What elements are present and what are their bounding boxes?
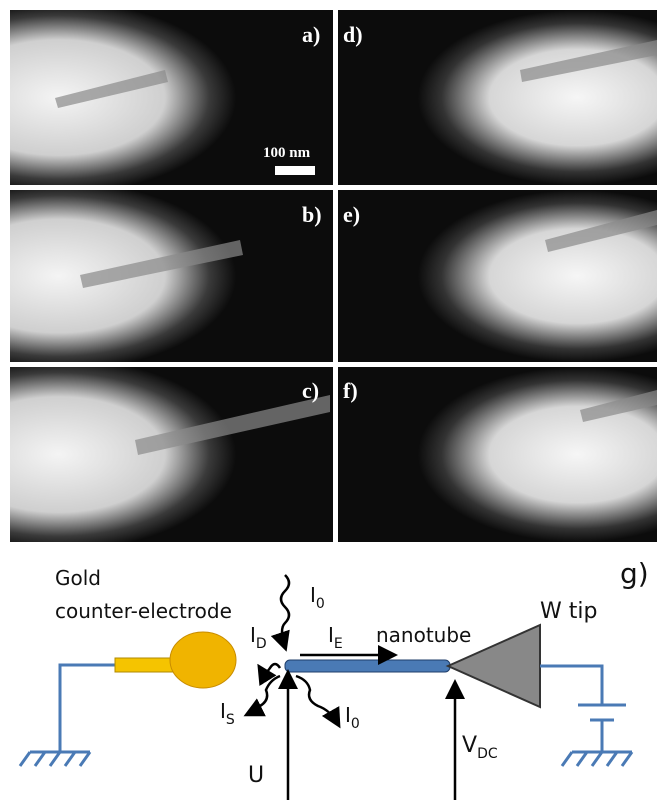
tip-label: W tip bbox=[540, 599, 597, 624]
nanotube-label: nanotube bbox=[376, 623, 471, 647]
panel-label: f) bbox=[343, 378, 358, 403]
wire bbox=[540, 666, 602, 705]
subscript: 0 bbox=[316, 596, 325, 612]
current-label: IE bbox=[328, 623, 343, 652]
panel-label: d) bbox=[343, 22, 363, 47]
current-label: ID bbox=[250, 623, 267, 652]
current-label: I0 bbox=[310, 583, 325, 612]
subscript: D bbox=[256, 636, 267, 652]
scale-bar-label: 100 nm bbox=[263, 145, 311, 161]
subscript: E bbox=[334, 636, 343, 652]
scale-bar bbox=[275, 166, 315, 175]
gold-rod bbox=[115, 658, 175, 672]
panel-image bbox=[10, 190, 333, 362]
voltage-label: U bbox=[248, 763, 264, 788]
wavy-arrow bbox=[260, 664, 280, 672]
subscript: 0 bbox=[351, 716, 360, 732]
battery bbox=[578, 705, 626, 752]
schematic: g) Gold counter-electrode W tip nanotube… bbox=[20, 557, 649, 800]
wavy-arrow bbox=[281, 575, 289, 647]
subscript: DC bbox=[477, 746, 498, 762]
figure: a) b) c) d) e) f) 100 nm g) Gold counter… bbox=[0, 0, 657, 802]
wire bbox=[60, 665, 115, 752]
current-label: IS bbox=[220, 699, 235, 728]
voltage-label: VDC bbox=[462, 733, 498, 762]
panel-label: a) bbox=[302, 22, 320, 47]
electrode-label: Gold bbox=[55, 566, 101, 590]
wavy-arrow bbox=[248, 676, 280, 714]
panel-image bbox=[338, 190, 657, 362]
panel-label: b) bbox=[302, 202, 322, 227]
current-label: I0 bbox=[345, 703, 360, 732]
panel-label: e) bbox=[343, 202, 360, 227]
ground bbox=[20, 752, 90, 766]
gold-ball bbox=[170, 632, 236, 688]
panel-image bbox=[338, 367, 657, 542]
panel-image bbox=[10, 367, 333, 542]
subscript: S bbox=[226, 712, 235, 728]
wavy-arrow bbox=[296, 676, 338, 724]
panel-label: c) bbox=[302, 378, 319, 403]
micrographs: a) b) c) d) e) f) 100 nm bbox=[10, 10, 657, 542]
nanotube bbox=[285, 660, 450, 672]
electrode-label: counter-electrode bbox=[55, 599, 232, 623]
ground bbox=[562, 752, 632, 766]
panel-image bbox=[338, 10, 657, 185]
panel-label: g) bbox=[620, 557, 649, 590]
symbol: V bbox=[462, 733, 477, 758]
